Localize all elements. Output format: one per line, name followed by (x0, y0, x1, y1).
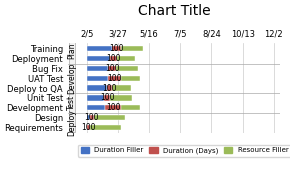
Bar (87, 105, 105, 110)
Bar (90, 115, 94, 120)
Bar (87, 95, 104, 101)
FancyBboxPatch shape (68, 64, 75, 93)
Text: 100: 100 (105, 64, 119, 73)
Bar (107, 85, 112, 91)
Bar (121, 105, 140, 110)
Text: Plan: Plan (68, 43, 77, 60)
Bar (87, 115, 90, 120)
Bar (110, 95, 132, 101)
Bar (108, 76, 121, 81)
Text: 100: 100 (100, 93, 115, 102)
Bar (87, 66, 108, 71)
Bar (116, 66, 138, 71)
Bar (110, 56, 117, 61)
Bar (87, 46, 112, 52)
Bar (87, 56, 110, 61)
Bar (94, 115, 125, 120)
Text: 100: 100 (106, 103, 120, 112)
Bar (117, 56, 135, 61)
FancyBboxPatch shape (68, 39, 75, 64)
Text: 100: 100 (81, 123, 95, 132)
Bar (87, 125, 90, 130)
Bar (105, 105, 121, 110)
Bar (108, 66, 116, 71)
Bar (121, 46, 143, 52)
Bar (90, 125, 121, 130)
Bar (87, 85, 107, 91)
Text: 100: 100 (102, 84, 117, 93)
Title: Chart Title: Chart Title (138, 4, 210, 18)
FancyBboxPatch shape (68, 93, 75, 113)
Text: 100: 100 (85, 113, 99, 122)
Bar (104, 95, 110, 101)
Text: 100: 100 (106, 54, 121, 63)
Text: 100: 100 (109, 44, 124, 53)
Legend: Duration Filler, Duration (Days), Resource Filler: Duration Filler, Duration (Days), Resour… (78, 145, 290, 157)
Bar (112, 46, 121, 52)
Bar (87, 76, 108, 81)
Text: 100: 100 (108, 74, 122, 83)
Text: Deploy: Deploy (68, 109, 77, 136)
Bar (112, 85, 131, 91)
Text: Test: Test (68, 95, 77, 110)
Text: Develop: Develop (68, 62, 77, 94)
FancyBboxPatch shape (68, 113, 75, 132)
Bar (121, 76, 140, 81)
